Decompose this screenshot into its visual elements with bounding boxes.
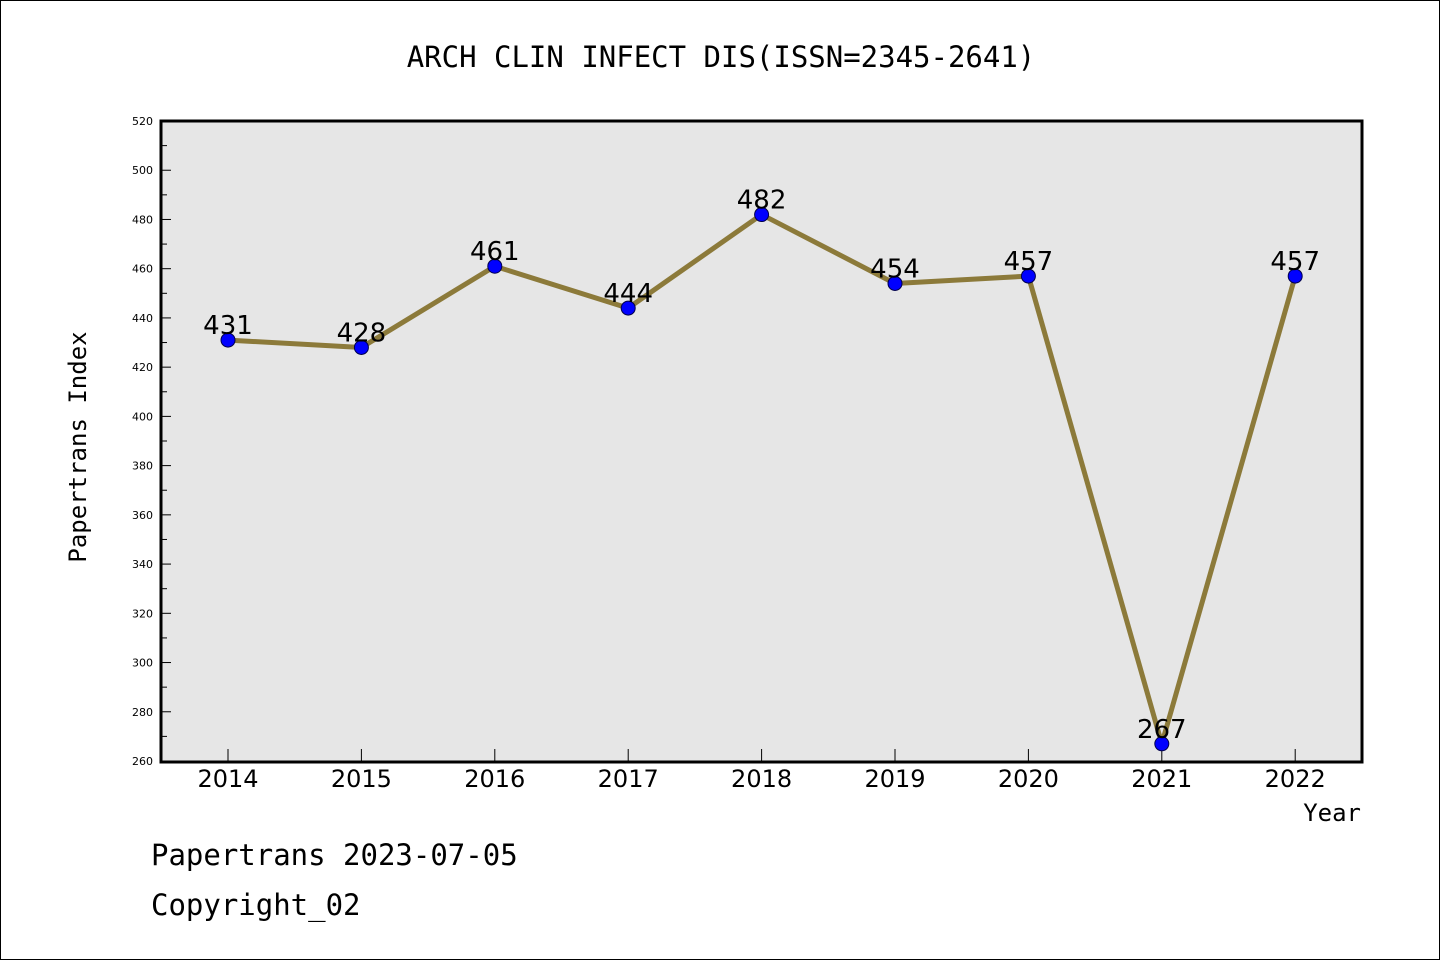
x-tick-label: 2017 (598, 765, 659, 793)
y-tick-label: 340 (132, 558, 153, 571)
y-tick-label: 260 (132, 755, 153, 768)
data-point (1154, 736, 1170, 752)
y-tick-label: 440 (132, 312, 153, 325)
data-point (1020, 268, 1036, 284)
data-label: 267 (1137, 715, 1187, 745)
x-tick-label: 2015 (331, 765, 392, 793)
x-tick-label: 2019 (864, 765, 925, 793)
data-point (353, 339, 369, 355)
footer-copyright: Copyright_02 (151, 888, 361, 923)
x-tick-label: 2014 (197, 765, 258, 793)
y-axis-label: Papertrans Index (64, 331, 92, 562)
y-axis: 260 280 300 320 340 360 380 400 420 440 460 480 500 5… (132, 115, 171, 768)
y-tick-label: 460 (132, 263, 153, 276)
footer-date: Papertrans 2023-07-05 (151, 838, 518, 872)
y-tick-label: 520 (132, 115, 153, 128)
x-tick-label: 2021 (1131, 765, 1192, 793)
y-tick-label: 480 (132, 213, 153, 226)
x-tick-label: 2016 (464, 765, 525, 793)
y-tick-label: 320 (132, 607, 153, 620)
data-labels: 431 428 461 444 482 454 457 267 457 (203, 186, 1320, 745)
data-label: 461 (470, 237, 520, 267)
y-tick-label: 280 (132, 706, 153, 719)
data-point (754, 207, 770, 223)
data-label: 428 (337, 318, 387, 348)
data-label: 454 (870, 254, 920, 284)
x-tick-label: 2018 (731, 765, 792, 793)
data-point (220, 332, 236, 348)
y-tick-label: 420 (132, 361, 153, 374)
chart-title: ARCH CLIN INFECT DIS(ISSN=2345-2641) (407, 40, 1036, 74)
data-label: 431 (203, 311, 253, 341)
data-point (620, 300, 636, 316)
series-markers (220, 207, 1303, 752)
data-point (1287, 268, 1303, 284)
x-tick-label: 2022 (1265, 765, 1326, 793)
data-label: 444 (603, 279, 653, 309)
data-label: 482 (737, 186, 787, 216)
data-label: 457 (1270, 247, 1320, 277)
x-tick-label: 2020 (998, 765, 1059, 793)
data-label: 457 (1004, 247, 1054, 277)
y-tick-label: 300 (132, 657, 153, 670)
y-tick-label: 380 (132, 460, 153, 473)
y-tick-label: 500 (132, 164, 153, 177)
data-point (487, 258, 503, 274)
x-axis: 2014 2015 2016 2017 2018 2019 2020 2021 2022 (197, 749, 1326, 793)
data-point (887, 275, 903, 291)
x-axis-label: Year (1303, 799, 1361, 827)
plot-area (159, 119, 1364, 764)
y-tick-label: 400 (132, 410, 153, 423)
y-tick-label: 360 (132, 509, 153, 522)
